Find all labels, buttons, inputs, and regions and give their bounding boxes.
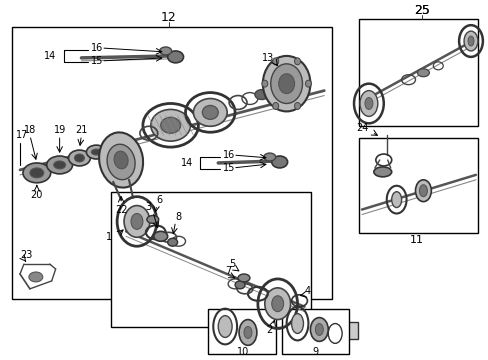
Text: 16: 16: [91, 43, 103, 53]
Bar: [281, 309, 348, 354]
Text: 16: 16: [223, 150, 235, 160]
Ellipse shape: [272, 103, 278, 109]
Ellipse shape: [291, 314, 303, 333]
Bar: [257, 323, 273, 341]
Ellipse shape: [467, 36, 473, 46]
Ellipse shape: [391, 192, 401, 208]
Bar: [358, 138, 477, 233]
Ellipse shape: [160, 47, 171, 55]
Text: 22: 22: [115, 204, 127, 215]
Ellipse shape: [315, 324, 323, 336]
Text: 17: 17: [16, 130, 28, 140]
Text: 15: 15: [91, 56, 103, 66]
Ellipse shape: [415, 180, 430, 202]
Text: 2: 2: [266, 325, 272, 336]
Text: 7: 7: [224, 266, 231, 276]
Ellipse shape: [68, 150, 90, 166]
Text: 24: 24: [356, 123, 368, 133]
Bar: [358, 19, 477, 126]
Text: 8: 8: [175, 212, 181, 222]
Text: 15: 15: [223, 163, 235, 173]
Ellipse shape: [86, 145, 106, 159]
Ellipse shape: [114, 151, 128, 169]
Ellipse shape: [23, 163, 51, 183]
Ellipse shape: [359, 91, 377, 116]
Text: 4: 4: [304, 286, 310, 296]
Bar: [12, 27, 331, 299]
Text: 19: 19: [53, 125, 65, 135]
Text: 25: 25: [414, 4, 429, 17]
Ellipse shape: [193, 99, 227, 126]
Ellipse shape: [202, 105, 218, 120]
Ellipse shape: [264, 288, 290, 320]
Ellipse shape: [99, 132, 143, 188]
Ellipse shape: [167, 51, 183, 63]
Text: 12: 12: [161, 11, 176, 24]
Ellipse shape: [271, 296, 283, 312]
Ellipse shape: [305, 80, 311, 87]
Ellipse shape: [271, 156, 287, 168]
Ellipse shape: [161, 117, 180, 133]
Ellipse shape: [124, 206, 149, 237]
Ellipse shape: [154, 231, 167, 241]
Ellipse shape: [29, 272, 42, 282]
Ellipse shape: [107, 144, 135, 180]
Ellipse shape: [463, 31, 477, 51]
Ellipse shape: [235, 281, 244, 289]
Bar: [344, 321, 357, 339]
Ellipse shape: [364, 98, 372, 109]
Ellipse shape: [131, 213, 142, 229]
Ellipse shape: [30, 168, 44, 178]
Ellipse shape: [264, 153, 275, 161]
Bar: [208, 309, 275, 354]
Ellipse shape: [254, 90, 268, 99]
Text: 3: 3: [145, 202, 152, 212]
Ellipse shape: [270, 64, 302, 103]
Text: 6: 6: [156, 195, 163, 204]
Text: 21: 21: [75, 125, 87, 135]
Text: 25: 25: [414, 4, 429, 17]
Ellipse shape: [417, 69, 428, 77]
Ellipse shape: [238, 274, 249, 282]
Ellipse shape: [278, 74, 294, 94]
Ellipse shape: [239, 320, 256, 345]
Ellipse shape: [244, 327, 251, 338]
Ellipse shape: [272, 58, 278, 65]
Text: 23: 23: [20, 250, 32, 260]
Text: 18: 18: [24, 125, 36, 135]
Ellipse shape: [146, 216, 159, 224]
Text: 20: 20: [31, 190, 43, 200]
Ellipse shape: [310, 318, 327, 341]
Ellipse shape: [419, 185, 427, 197]
Text: 1: 1: [106, 232, 112, 242]
Text: 11: 11: [408, 235, 423, 245]
Ellipse shape: [261, 80, 267, 87]
Ellipse shape: [294, 103, 300, 109]
Ellipse shape: [167, 238, 177, 246]
Text: 9: 9: [312, 347, 318, 357]
Ellipse shape: [91, 149, 101, 155]
Ellipse shape: [373, 167, 391, 177]
Text: 14: 14: [44, 51, 57, 61]
Text: 10: 10: [236, 347, 248, 357]
Ellipse shape: [54, 161, 65, 169]
Ellipse shape: [263, 56, 310, 111]
Ellipse shape: [218, 316, 232, 337]
Ellipse shape: [150, 109, 190, 141]
Text: 14: 14: [181, 158, 193, 168]
Text: 5: 5: [228, 259, 235, 269]
Ellipse shape: [47, 156, 72, 174]
Ellipse shape: [294, 58, 300, 65]
Text: 13: 13: [261, 53, 273, 63]
Bar: [111, 192, 311, 327]
Ellipse shape: [74, 154, 84, 162]
